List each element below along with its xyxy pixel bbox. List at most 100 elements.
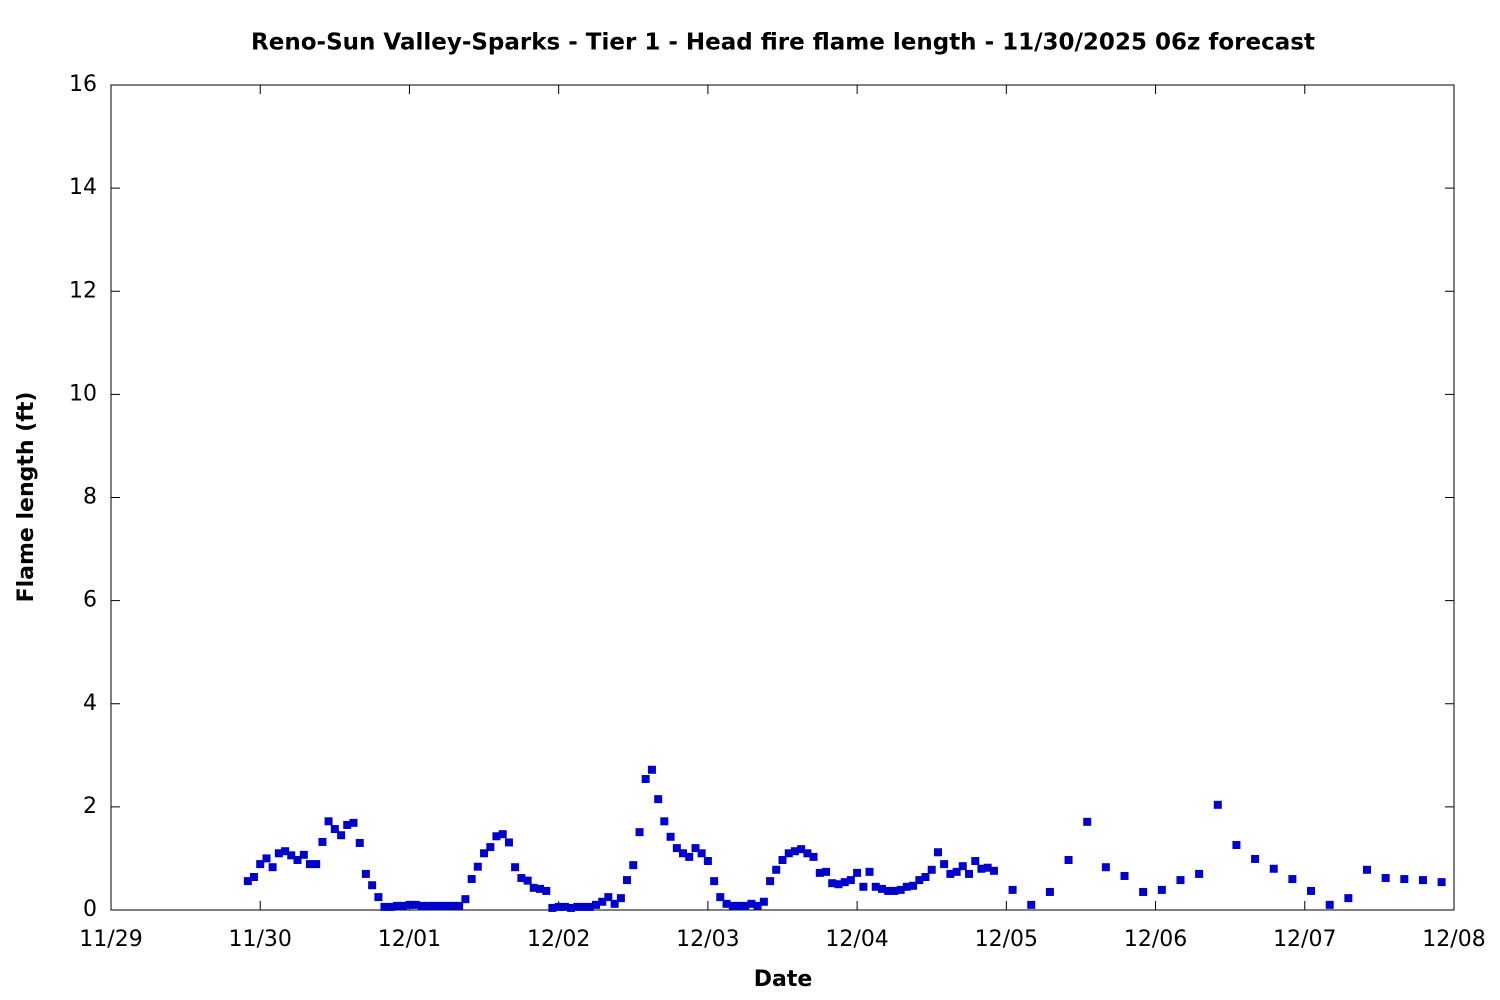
point bbox=[542, 886, 551, 895]
point bbox=[790, 847, 799, 856]
point bbox=[1381, 874, 1390, 883]
point bbox=[330, 825, 339, 834]
point bbox=[585, 902, 594, 911]
point bbox=[946, 869, 955, 878]
point bbox=[691, 844, 700, 853]
point bbox=[610, 899, 619, 908]
point bbox=[753, 901, 762, 910]
point bbox=[343, 820, 352, 829]
x-tick-label: 12/06 bbox=[1124, 927, 1187, 952]
point bbox=[909, 881, 918, 890]
point bbox=[778, 855, 787, 864]
point bbox=[846, 876, 855, 885]
point bbox=[1157, 885, 1166, 894]
point bbox=[797, 845, 806, 854]
point bbox=[598, 897, 607, 906]
point bbox=[853, 868, 862, 877]
point bbox=[1344, 894, 1353, 903]
point bbox=[716, 893, 725, 902]
point bbox=[927, 865, 936, 874]
point bbox=[293, 855, 302, 864]
point bbox=[262, 854, 271, 863]
point bbox=[318, 837, 327, 846]
point bbox=[604, 893, 613, 902]
point bbox=[865, 867, 874, 876]
point bbox=[424, 901, 433, 910]
point bbox=[1139, 887, 1148, 896]
point bbox=[579, 902, 588, 911]
point bbox=[355, 838, 364, 847]
y-tick-label: 14 bbox=[69, 175, 97, 200]
point bbox=[915, 876, 924, 885]
point bbox=[299, 850, 308, 859]
point bbox=[678, 849, 687, 858]
point bbox=[337, 831, 346, 840]
point bbox=[623, 876, 632, 885]
point bbox=[703, 857, 712, 866]
point bbox=[467, 875, 476, 884]
point bbox=[349, 818, 358, 827]
point bbox=[741, 901, 750, 910]
point bbox=[1251, 854, 1260, 863]
point bbox=[249, 873, 258, 881]
point bbox=[734, 901, 743, 910]
point bbox=[1101, 863, 1110, 872]
point bbox=[312, 860, 321, 869]
point bbox=[666, 832, 675, 841]
point bbox=[380, 902, 389, 911]
point bbox=[430, 901, 439, 910]
point bbox=[511, 863, 520, 872]
point bbox=[1418, 876, 1427, 885]
point bbox=[728, 901, 737, 910]
point bbox=[940, 860, 949, 869]
point bbox=[486, 843, 495, 852]
y-tick-label: 8 bbox=[83, 485, 97, 510]
point bbox=[1064, 855, 1073, 864]
point bbox=[405, 900, 414, 909]
x-tick-label: 11/29 bbox=[79, 927, 142, 952]
x-tick-label: 12/07 bbox=[1273, 927, 1336, 952]
point bbox=[243, 877, 252, 886]
point bbox=[784, 849, 793, 858]
x-tick-label: 11/30 bbox=[229, 927, 292, 952]
point bbox=[977, 864, 986, 873]
point bbox=[567, 903, 576, 912]
point bbox=[710, 877, 719, 886]
point bbox=[536, 884, 545, 893]
point bbox=[884, 886, 893, 895]
point bbox=[417, 901, 426, 910]
chart-title: Reno-Sun Valley-Sparks - Tier 1 - Head f… bbox=[251, 30, 1315, 56]
x-axis-title: Date bbox=[754, 967, 813, 992]
x-tick-label: 12/01 bbox=[378, 927, 441, 952]
y-tick-label: 10 bbox=[69, 381, 97, 406]
point bbox=[1363, 865, 1372, 874]
point bbox=[1307, 886, 1316, 895]
plot-frame bbox=[110, 84, 1455, 911]
point bbox=[641, 775, 650, 784]
point bbox=[722, 899, 731, 908]
x-tick-label: 12/02 bbox=[527, 927, 590, 952]
point bbox=[1027, 900, 1036, 909]
point bbox=[697, 849, 706, 858]
point bbox=[281, 847, 290, 856]
point bbox=[573, 902, 582, 911]
point bbox=[1400, 875, 1409, 884]
point bbox=[1195, 869, 1204, 878]
point bbox=[660, 817, 669, 826]
point bbox=[1437, 878, 1446, 887]
y-tick-label: 6 bbox=[83, 588, 97, 613]
point bbox=[523, 876, 532, 885]
point bbox=[374, 893, 383, 902]
point bbox=[1232, 841, 1241, 850]
x-tick-label: 12/04 bbox=[825, 927, 888, 952]
point bbox=[828, 879, 837, 888]
point bbox=[871, 882, 880, 891]
point bbox=[1269, 864, 1278, 873]
y-tick-label: 0 bbox=[83, 897, 97, 922]
point bbox=[647, 765, 656, 774]
point bbox=[1083, 817, 1092, 826]
point bbox=[455, 901, 464, 910]
point bbox=[672, 844, 681, 853]
y-tick-label: 2 bbox=[83, 794, 97, 819]
